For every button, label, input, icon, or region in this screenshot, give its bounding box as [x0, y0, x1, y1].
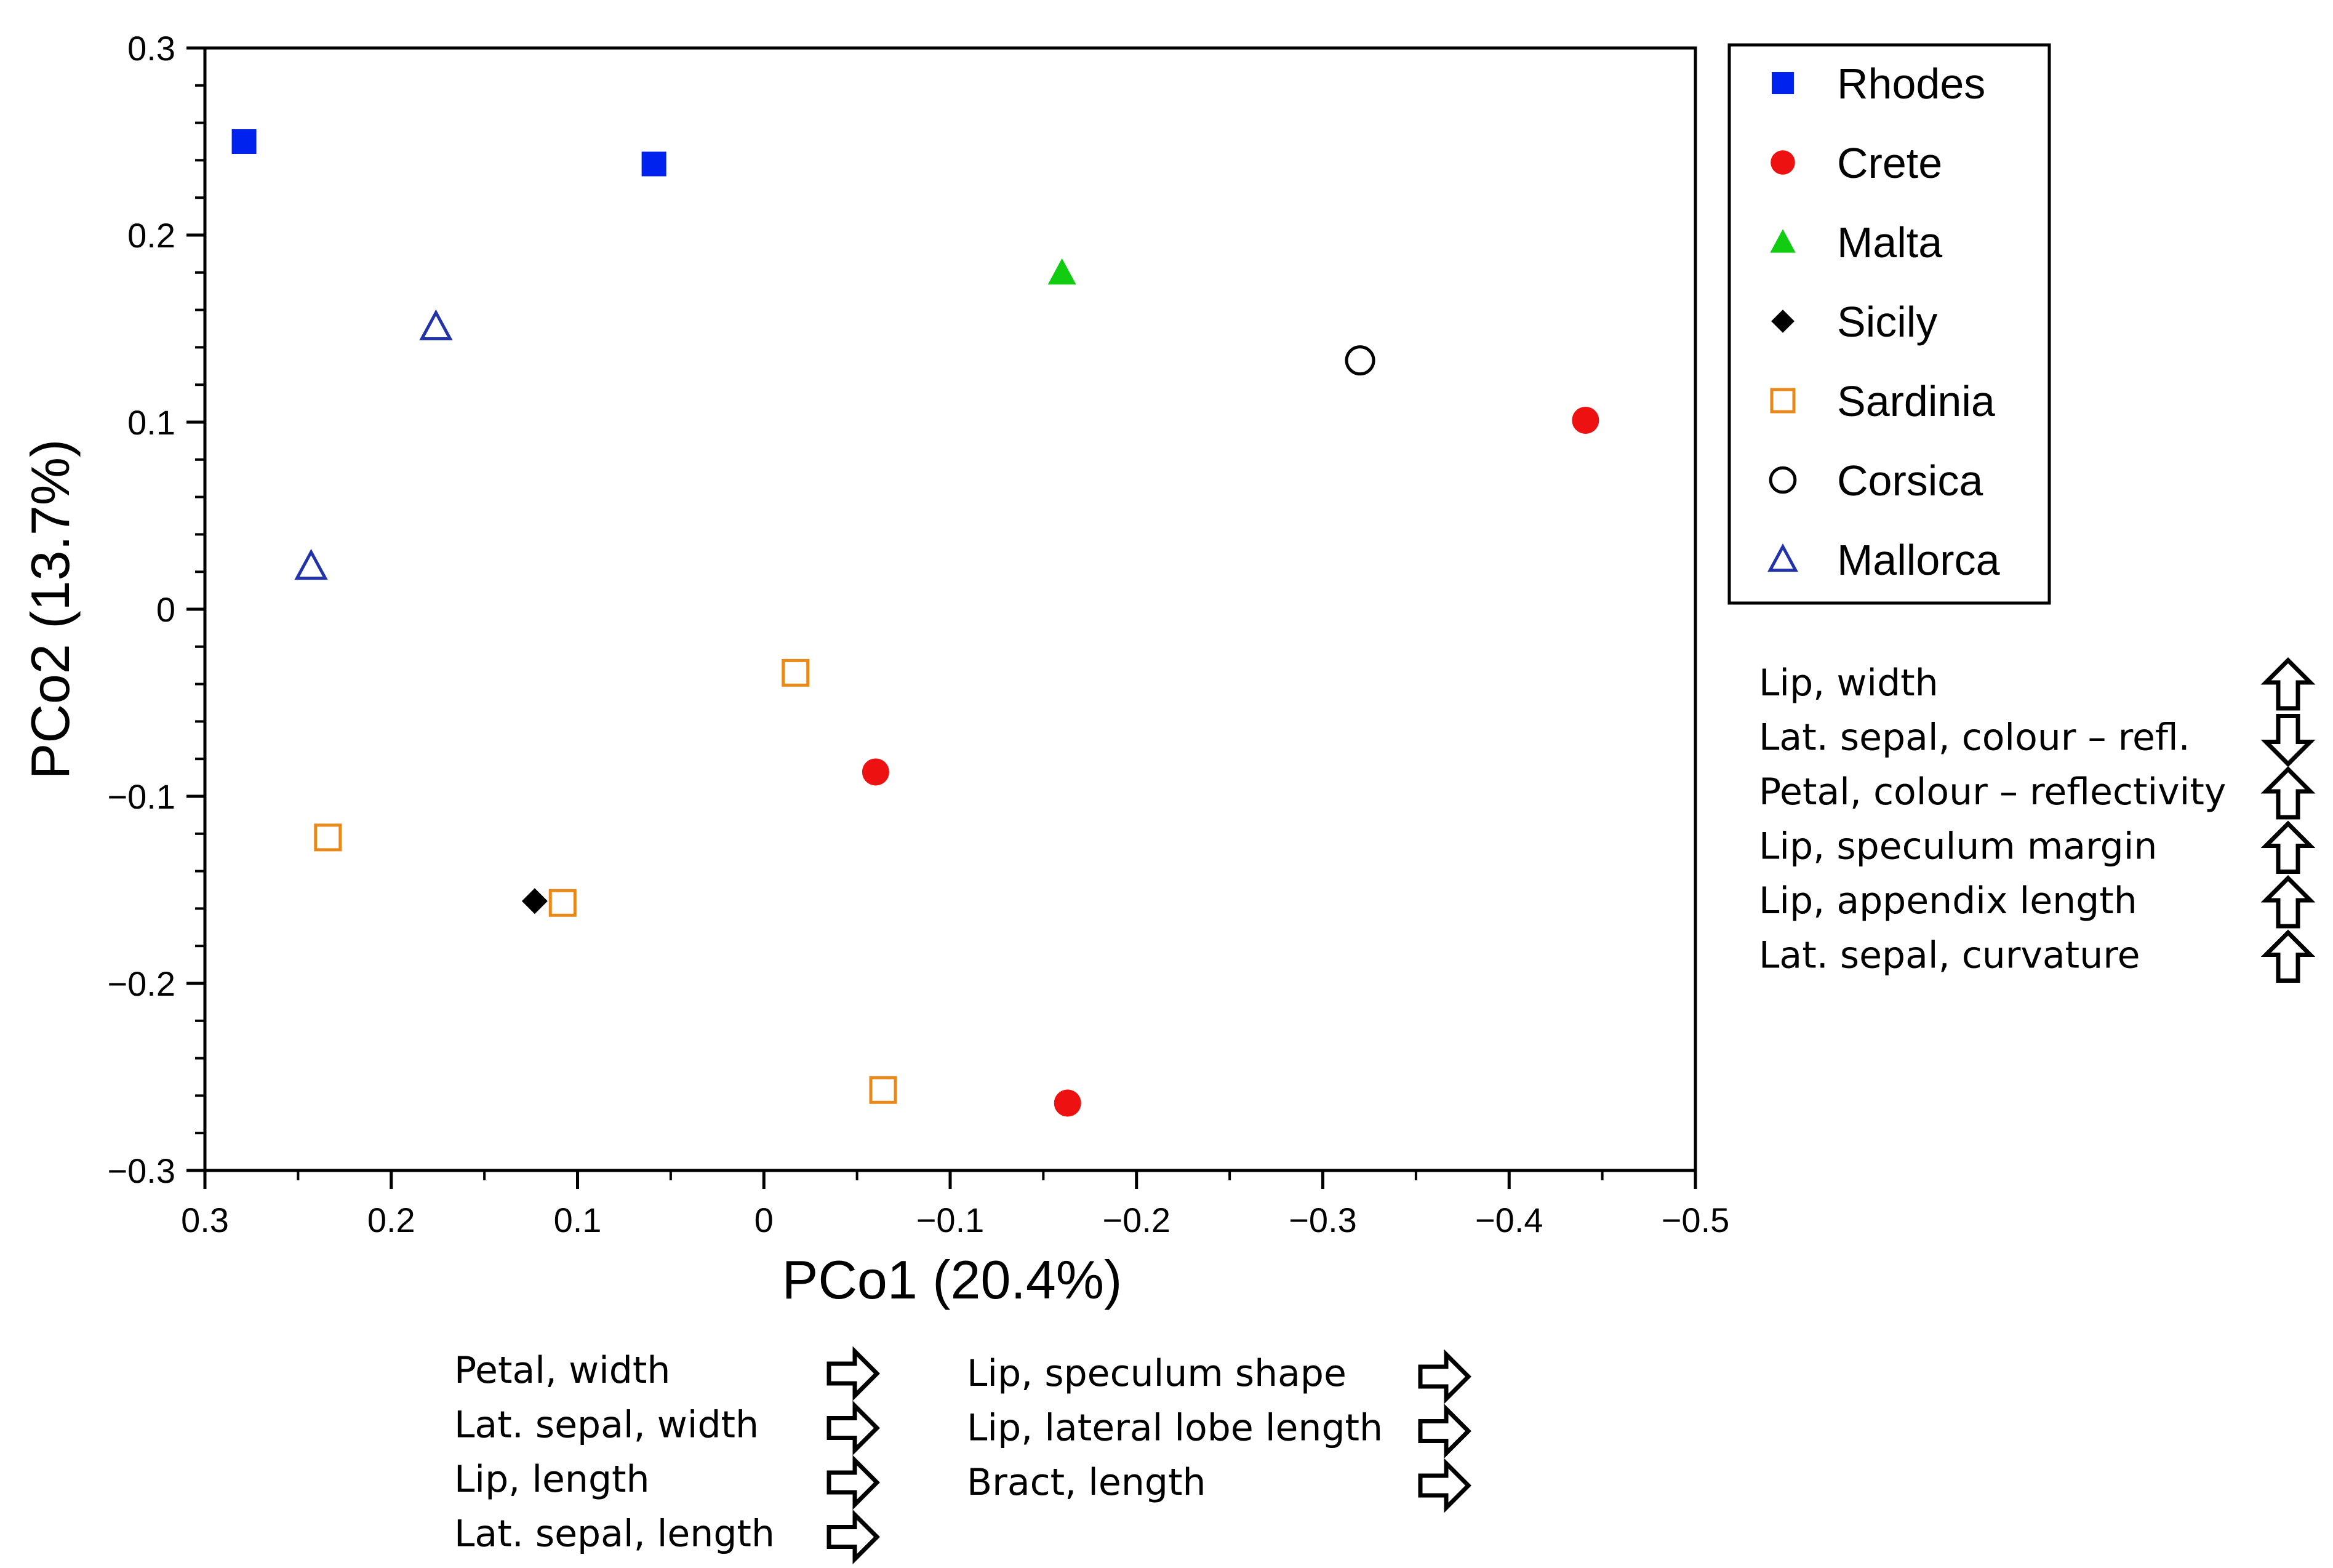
- y-tick-label: 0.1: [127, 403, 175, 442]
- arrow-up-icon: [2260, 875, 2316, 929]
- arrow-right-icon: [826, 1510, 880, 1564]
- pco2-vector-label: Petal, colour – reflectivity: [1759, 770, 2226, 814]
- arrow-right-icon: [826, 1346, 880, 1401]
- legend-marker-sicily: [1771, 310, 1795, 333]
- y-tick-label: −0.2: [107, 964, 175, 1003]
- data-point-crete: [862, 758, 889, 786]
- data-point-crete: [1054, 1089, 1081, 1117]
- arrow-up-icon: [2260, 929, 2316, 983]
- data-point-sardinia: [548, 889, 577, 917]
- x-tick-label: −0.4: [1475, 1201, 1543, 1239]
- arrow-up-icon: [2260, 657, 2316, 711]
- arrow-down-icon: [2260, 714, 2316, 767]
- data-point-sardinia: [869, 1076, 897, 1104]
- legend-label-corsica: Corsica: [1837, 457, 1983, 505]
- pco1-vector-label: Lat. sepal, width: [454, 1404, 759, 1447]
- x-tick-label: −0.3: [1289, 1201, 1357, 1239]
- arrow-right-icon: [1418, 1458, 1471, 1513]
- data-point-malta: [1047, 258, 1076, 285]
- data-point-rhodes: [641, 151, 666, 177]
- y-tick-label: 0.2: [127, 216, 175, 255]
- pco1-vector-label: Lip, length: [454, 1458, 650, 1501]
- arrow-up-icon: [2260, 766, 2316, 820]
- pco1-vector-label: Lip, lateral lobe length: [967, 1407, 1383, 1450]
- data-point-mallorca: [294, 548, 328, 580]
- data-point-sicily: [521, 888, 548, 914]
- x-tick-label: −0.2: [1102, 1201, 1171, 1239]
- arrow-right-icon: [1418, 1349, 1471, 1404]
- legend-marker-sardinia: [1770, 388, 1796, 414]
- x-tick-label: 0.3: [181, 1201, 229, 1239]
- pco2-vector-label: Lip, width: [1759, 662, 1939, 705]
- legend-marker-crete: [1771, 150, 1795, 175]
- legend-label-rhodes: Rhodes: [1837, 60, 1985, 108]
- legend-label-mallorca: Mallorca: [1837, 536, 2000, 584]
- x-tick-label: −0.1: [916, 1201, 985, 1239]
- x-tick-label: 0.2: [367, 1201, 415, 1239]
- legend-marker-mallorca: [1767, 543, 1798, 572]
- y-axis-title: PCo2 (13.7%): [20, 439, 81, 780]
- pco2-vector-label: Lip, speculum margin: [1759, 825, 2157, 868]
- pco1-vector-label: Lip, speculum shape: [967, 1352, 1347, 1395]
- y-tick-label: 0: [156, 590, 175, 629]
- legend-label-malta: Malta: [1837, 218, 1942, 266]
- y-tick-label: −0.3: [107, 1151, 175, 1190]
- arrow-up-icon: [2260, 820, 2316, 874]
- x-tick-label: 0.1: [554, 1201, 602, 1239]
- data-point-sardinia: [314, 823, 342, 852]
- y-tick-label: 0.3: [127, 29, 175, 68]
- legend-label-sardinia: Sardinia: [1837, 377, 1995, 425]
- pco2-vector-label: Lip, appendix length: [1759, 879, 2137, 922]
- data-point-sardinia: [782, 658, 810, 687]
- data-point-crete: [1572, 406, 1599, 434]
- x-tick-label: 0: [754, 1201, 774, 1239]
- legend-marker-malta: [1770, 229, 1796, 253]
- legend-label-crete: Crete: [1837, 139, 1942, 187]
- data-point-corsica: [1345, 345, 1375, 376]
- x-axis-title: PCo1 (20.4%): [782, 1249, 1122, 1310]
- pco1-vector-label: Petal, width: [454, 1349, 670, 1392]
- pco1-vector-label: Bract, length: [967, 1461, 1206, 1504]
- arrow-right-icon: [826, 1455, 880, 1510]
- pco1-vector-label: Lat. sepal, length: [454, 1513, 775, 1556]
- legend-marker-rhodes: [1772, 72, 1794, 94]
- data-point-rhodes: [231, 129, 257, 154]
- pco2-vector-label: Lat. sepal, curvature: [1759, 934, 2140, 977]
- pco2-vector-label: Lat. sepal, colour – refl.: [1759, 716, 2190, 759]
- arrow-right-icon: [826, 1401, 880, 1455]
- y-tick-label: −0.1: [107, 777, 175, 816]
- legend-label-sicily: Sicily: [1837, 298, 1937, 346]
- data-point-mallorca: [419, 309, 453, 341]
- arrow-right-icon: [1418, 1404, 1471, 1458]
- legend-marker-corsica: [1769, 466, 1797, 494]
- x-tick-label: −0.5: [1662, 1201, 1730, 1239]
